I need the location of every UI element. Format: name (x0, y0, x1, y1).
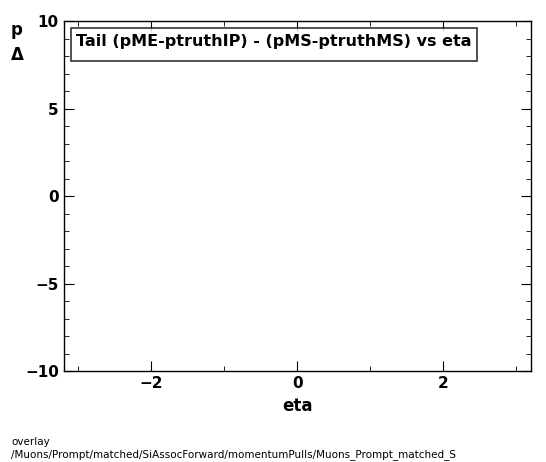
Text: overlay
/Muons/Prompt/matched/SiAssocForward/momentumPulls/Muons_Prompt_matched_: overlay /Muons/Prompt/matched/SiAssocFor… (11, 437, 456, 460)
Text: p: p (11, 21, 23, 39)
Legend:  (70, 28, 477, 61)
X-axis label: eta: eta (282, 397, 313, 415)
Text: Δ: Δ (10, 46, 23, 63)
